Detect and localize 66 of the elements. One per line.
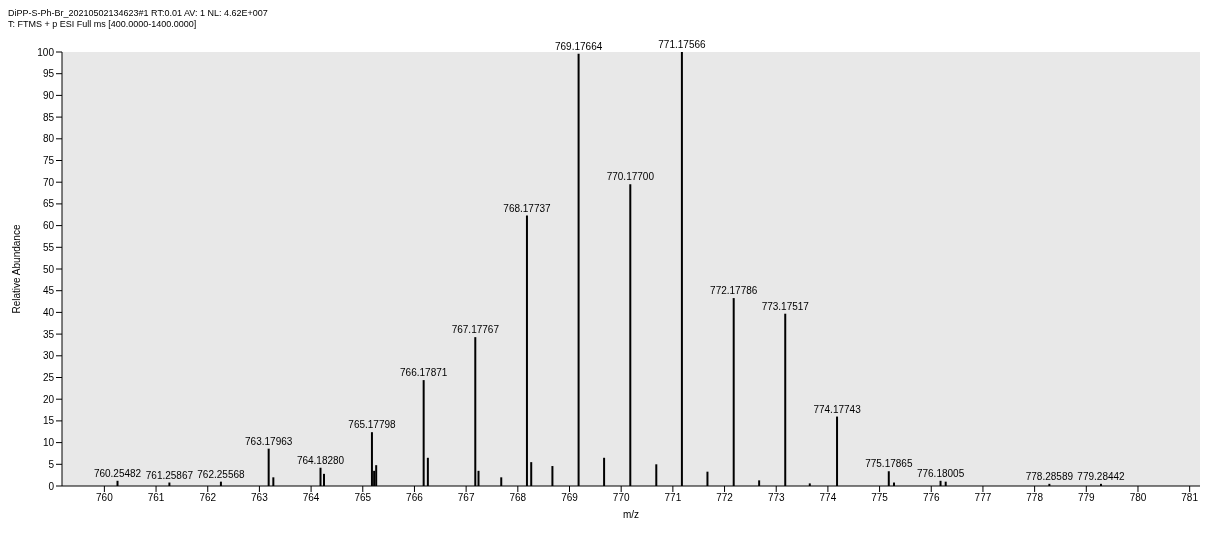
y-tick-label: 100 [37, 46, 55, 58]
y-tick-label: 20 [42, 393, 55, 405]
x-tick-label: 768 [509, 492, 527, 504]
annotation: 760.25482 [93, 467, 142, 479]
y-tick-label: 35 [42, 328, 55, 340]
y-tick-label: 45 [42, 285, 55, 297]
annotation: 767.17767 [451, 324, 500, 336]
y-tick-label: 10 [42, 437, 55, 449]
x-tick-label: 760 [96, 492, 114, 504]
x-tick-label: 780 [1129, 492, 1147, 504]
x-axis-title: m/z [622, 509, 640, 520]
chart-subtitle: T: FTMS + p ESI Full ms [400.0000-1400.0000] [8, 19, 198, 30]
annotation: 774.17743 [813, 403, 862, 415]
annotation: 773.17517 [761, 300, 810, 312]
x-tick-label: 778 [1026, 492, 1044, 504]
annotation: 778.28589 [1025, 470, 1074, 482]
annotation: 762.25568 [197, 468, 246, 480]
y-tick-label: 30 [42, 350, 55, 362]
annotation: 775.17865 [865, 458, 913, 470]
annotation: 771.17566 [658, 39, 707, 50]
annotation: 770.17700 [606, 171, 655, 183]
y-tick-label: 50 [42, 263, 55, 275]
annotation: 776.18005 [916, 467, 965, 479]
x-tick-label: 770 [612, 492, 630, 504]
y-tick-label: 55 [42, 241, 55, 253]
x-tick-label: 763 [251, 492, 269, 504]
chart-title: DiPP-S-Ph-Br_20210502134623#1 RT:0.01 AV: 1 NL: 4.62E+007 [8, 8, 269, 19]
y-tick-label: 95 [42, 68, 55, 80]
annotation: 761.25867 [145, 469, 194, 481]
annotation: 766.17871 [400, 367, 448, 379]
y-tick-label: 5 [48, 458, 55, 470]
y-axis-title: Relative Abundance [10, 224, 22, 314]
x-tick-label: 776 [922, 492, 941, 504]
x-tick-label: 773 [767, 492, 785, 504]
y-tick-label: 75 [42, 155, 55, 167]
x-tick-label: 771 [664, 492, 682, 504]
x-tick-label: 775 [871, 492, 889, 504]
x-tick-label: 764 [302, 492, 320, 504]
annotation: 763.17963 [245, 435, 293, 447]
x-tick-label: 769 [561, 492, 579, 504]
x-tick-label: 774 [819, 492, 837, 504]
annotation: 765.17798 [348, 419, 397, 431]
y-tick-label: 65 [42, 198, 55, 210]
x-tick-label: 762 [199, 492, 217, 504]
annotation: 764.18280 [296, 454, 345, 466]
x-tick-label: 767 [457, 492, 475, 504]
x-tick-label: 777 [974, 492, 992, 504]
y-tick-label: 40 [42, 306, 55, 318]
y-tick-label: 15 [42, 415, 55, 427]
y-tick-label: 0 [48, 480, 55, 492]
annotation: 768.17737 [503, 202, 552, 214]
x-tick-label: 781 [1181, 492, 1199, 504]
y-tick-label: 80 [42, 133, 55, 145]
y-tick-label: 25 [42, 372, 55, 384]
annotation: 772.17786 [710, 285, 758, 297]
x-tick-label: 779 [1077, 492, 1096, 504]
y-tick-label: 90 [42, 89, 55, 101]
y-tick-label: 85 [42, 111, 55, 123]
x-tick-label: 772 [716, 492, 734, 504]
x-tick-label: 765 [354, 492, 372, 504]
x-tick-label: 761 [147, 492, 165, 504]
x-tick-label: 766 [406, 492, 424, 504]
annotation: 769.17664 [554, 40, 603, 52]
annotation: 779.28442 [1077, 470, 1126, 482]
y-tick-label: 60 [42, 220, 55, 232]
y-tick-label: 70 [42, 176, 55, 188]
